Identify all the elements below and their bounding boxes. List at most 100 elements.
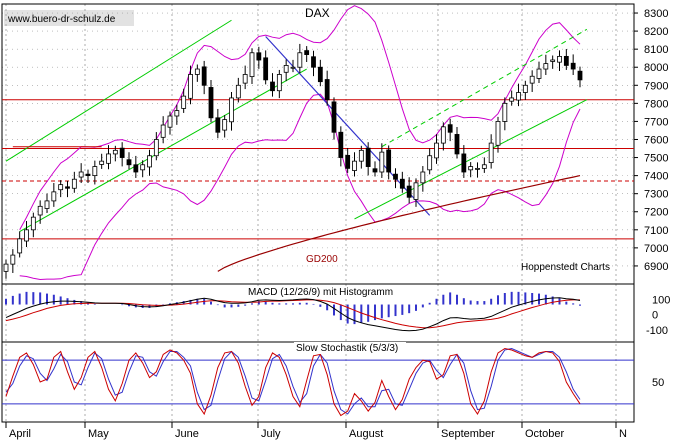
price-chart-title: DAX bbox=[305, 6, 330, 20]
candle-body-7 bbox=[51, 191, 57, 202]
candle-body-10 bbox=[71, 178, 77, 189]
candle-body-73 bbox=[502, 102, 508, 122]
candle-body-44 bbox=[304, 50, 310, 55]
candle-body-1 bbox=[10, 254, 16, 265]
month-label-7: N bbox=[619, 428, 627, 440]
month-label-5: September bbox=[441, 428, 495, 440]
candle-body-9 bbox=[65, 186, 70, 189]
overlay-layer bbox=[5, 5, 588, 281]
candle-body-63 bbox=[434, 142, 439, 159]
candle-body-71 bbox=[488, 142, 494, 164]
candle-body-50 bbox=[345, 154, 351, 169]
candle-body-66 bbox=[454, 134, 460, 155]
macd-tick-label-0: 0 bbox=[652, 310, 658, 322]
candle-body-14 bbox=[99, 160, 105, 165]
candle-body-62 bbox=[427, 155, 433, 171]
candle-body-78 bbox=[536, 68, 542, 79]
month-label-6: October bbox=[525, 428, 564, 440]
candle-body-17 bbox=[119, 147, 125, 158]
candle-body-28 bbox=[194, 68, 200, 75]
stoch-d-line bbox=[5, 347, 581, 415]
candle-body-41 bbox=[283, 65, 289, 73]
gd200-line bbox=[217, 175, 581, 272]
price-tick-label-7600: 7600 bbox=[644, 134, 668, 146]
candle-body-4 bbox=[30, 216, 36, 231]
price-tick-label-8000: 8000 bbox=[644, 62, 668, 74]
candle-body-64 bbox=[440, 126, 446, 144]
candles-layer bbox=[3, 43, 583, 279]
candle-body-80 bbox=[550, 59, 556, 62]
price-tick-label-7700: 7700 bbox=[644, 116, 668, 128]
candle-body-3 bbox=[24, 229, 29, 242]
candle-body-77 bbox=[529, 75, 535, 84]
autumn-uptrend-lower bbox=[354, 99, 588, 220]
candle-body-47 bbox=[324, 79, 330, 101]
candle-body-55 bbox=[379, 151, 385, 173]
candle-body-36 bbox=[249, 52, 255, 78]
candle-body-5 bbox=[37, 205, 43, 216]
stoch-tick-label-50: 50 bbox=[652, 377, 664, 389]
macd-title-bg bbox=[246, 286, 418, 298]
candle-body-19 bbox=[133, 164, 139, 173]
candle-body-81 bbox=[557, 55, 562, 63]
autumn-uptrend-upper bbox=[381, 28, 588, 148]
price-tick-label-8100: 8100 bbox=[644, 44, 668, 56]
candle-body-52 bbox=[358, 149, 364, 162]
candle-body-25 bbox=[174, 110, 180, 117]
uptrend-channel-upper bbox=[5, 19, 232, 162]
axis-layer: 6900 7000 7100 7200 7300 7400 7500 7600 7700 7800… bbox=[5, 8, 670, 440]
bollinger-upper-band bbox=[19, 5, 581, 230]
candle-body-26 bbox=[181, 95, 187, 109]
candle-body-56 bbox=[386, 149, 392, 173]
candle-body-29 bbox=[201, 66, 207, 86]
month-label-0: April bbox=[9, 428, 31, 440]
candle-body-37 bbox=[256, 52, 262, 61]
price-tick-label-7500: 7500 bbox=[644, 153, 668, 165]
candle-body-42 bbox=[290, 66, 296, 69]
month-label-2: June bbox=[175, 428, 199, 440]
candle-body-13 bbox=[92, 166, 98, 177]
candle-body-6 bbox=[44, 200, 50, 209]
candle-body-57 bbox=[393, 173, 398, 180]
candle-body-2 bbox=[17, 238, 23, 254]
candle-body-32 bbox=[222, 119, 228, 131]
candle-body-34 bbox=[235, 84, 241, 99]
candle-body-23 bbox=[160, 124, 166, 138]
candle-body-15 bbox=[106, 153, 111, 164]
candle-body-43 bbox=[297, 52, 303, 68]
candle-body-68 bbox=[468, 166, 474, 171]
price-tick-label-7900: 7900 bbox=[644, 80, 668, 92]
candle-body-27 bbox=[188, 74, 193, 99]
month-label-1: May bbox=[88, 428, 109, 440]
candle-body-31 bbox=[215, 117, 221, 133]
gd200-label: GD200 bbox=[306, 254, 338, 265]
candle-body-21 bbox=[147, 155, 152, 168]
macd-panel bbox=[5, 291, 581, 332]
candle-body-59 bbox=[406, 185, 412, 198]
uptrend-channel-lower bbox=[19, 68, 307, 233]
price-tick-label-6900: 6900 bbox=[644, 261, 668, 273]
candle-body-67 bbox=[461, 153, 467, 173]
candle-body-45 bbox=[311, 56, 316, 68]
watermark-box bbox=[4, 10, 134, 26]
candle-body-53 bbox=[365, 147, 371, 167]
candle-body-24 bbox=[167, 115, 173, 128]
candle-body-49 bbox=[338, 131, 344, 158]
candle-body-16 bbox=[112, 149, 118, 155]
price-tick-label-8200: 8200 bbox=[644, 26, 668, 38]
plot-frame bbox=[1, 3, 635, 423]
candle-body-74 bbox=[509, 97, 515, 102]
price-tick-label-7000: 7000 bbox=[644, 243, 668, 255]
price-tick-label-7800: 7800 bbox=[644, 98, 668, 110]
macd-tick-label--100: -100 bbox=[646, 325, 668, 337]
candle-body-38 bbox=[263, 57, 269, 81]
candle-body-0 bbox=[3, 263, 9, 272]
macd-tick-label-100: 100 bbox=[652, 294, 670, 306]
candle-body-40 bbox=[276, 74, 282, 92]
macd-line bbox=[5, 297, 581, 332]
stoch-k-line bbox=[5, 347, 581, 417]
month-label-3: July bbox=[261, 428, 281, 440]
levels-layer bbox=[2, 99, 634, 240]
candle-body-84 bbox=[577, 70, 583, 81]
